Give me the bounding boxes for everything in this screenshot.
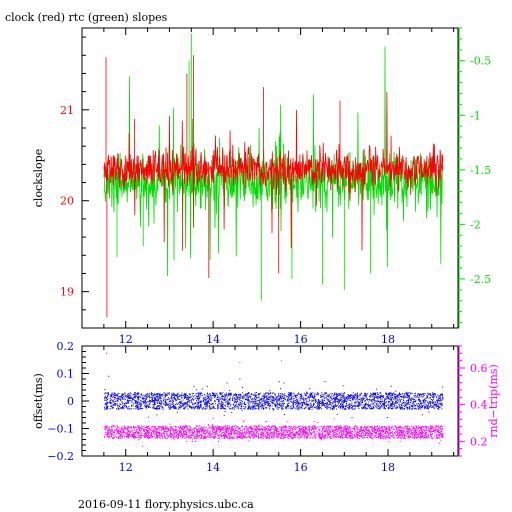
bottom-y2-axis-label: rnd−trip(ms) — [487, 364, 500, 438]
y2-tick-label: -2.5 — [470, 273, 491, 286]
x-tick-label: 14 — [206, 461, 220, 474]
y-tick-label: 0.1 — [57, 368, 75, 381]
y2-tick-label: -1 — [470, 109, 481, 122]
bottom-y-axis-label: offset(ms) — [32, 373, 45, 429]
footer-text: 2016-09-11 flory.physics.ubc.ca — [78, 498, 254, 511]
clock-slope-series — [103, 55, 444, 318]
x-tick-label: 12 — [119, 461, 133, 474]
x-tick-label: 18 — [381, 461, 395, 474]
bottom-plot-data — [103, 352, 444, 447]
top-y-axis-label: clockslope — [32, 149, 45, 207]
offset-scatter-series — [103, 375, 444, 423]
x-tick-label: 14 — [206, 333, 220, 346]
chart-title: clock (red) rtc (green) slopes — [5, 11, 168, 24]
y-tick-label: −0.1 — [47, 423, 74, 436]
x-tick-label: 16 — [294, 461, 308, 474]
y2-tick-label: 0.4 — [470, 399, 488, 412]
y-tick-label: 0 — [67, 395, 74, 408]
top-plot-data — [103, 33, 444, 318]
y2-tick-label: -1.5 — [470, 164, 491, 177]
y-tick-label: 21 — [60, 104, 74, 117]
x-tick-label: 18 — [381, 333, 395, 346]
x-tick-label: 12 — [119, 333, 133, 346]
y-tick-label: −0.2 — [47, 450, 74, 463]
y-tick-label: 20 — [60, 195, 74, 208]
y2-tick-label: -2 — [470, 218, 481, 231]
x-tick-label: 16 — [294, 333, 308, 346]
y2-tick-label: 0.6 — [470, 362, 488, 375]
y2-tick-label: -0.5 — [470, 55, 491, 68]
top-plot-frame — [81, 27, 459, 329]
y2-tick-label: 0.2 — [470, 435, 488, 448]
bottom-plot-axes: 12 14 16 18 −0.2 −0.1 0 0.1 0.2 0.2 0.4 0.6 — [47, 340, 487, 474]
top-plot-axes: 12 14 16 18 19 20 21 -2.5 -2 -1.5 -1 -0.5 — [60, 27, 491, 346]
y-tick-label: 0.2 — [57, 340, 75, 353]
y-tick-label: 19 — [60, 286, 74, 299]
rtt-scatter-series — [103, 352, 444, 447]
